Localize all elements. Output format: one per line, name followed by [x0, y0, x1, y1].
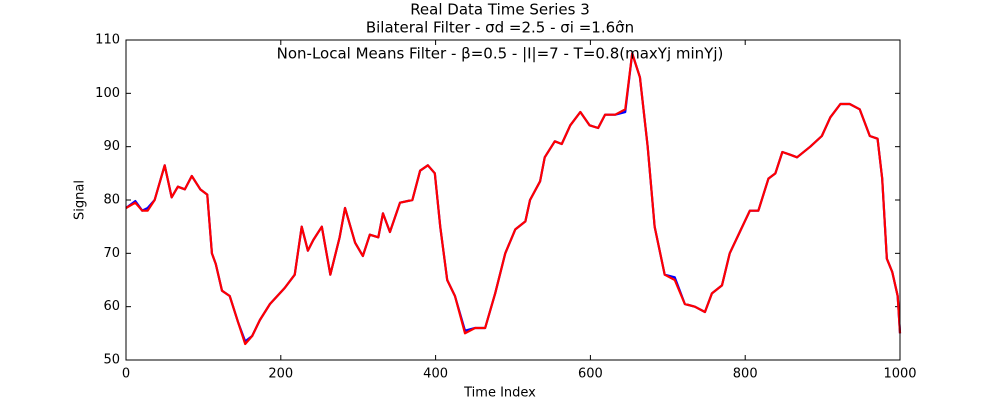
y-tick-label: 50	[103, 353, 120, 368]
y-tick-label: 100	[95, 86, 120, 101]
y-tick-label: 90	[103, 139, 120, 154]
x-tick-label: 400	[423, 367, 448, 382]
y-tick-label: 80	[103, 193, 120, 208]
x-tick-label: 0	[122, 367, 130, 382]
chart-title: Real Data Time Series 3	[410, 1, 590, 19]
y-tick-label: 110	[95, 33, 120, 48]
plot-frame	[125, 39, 901, 361]
y-tick-label: 70	[103, 246, 120, 261]
y-axis-label: Signal	[73, 180, 88, 220]
y-tick-label: 60	[103, 299, 120, 314]
chart-subtitle: Bilateral Filter - σd =2.5 - σi =1.6σ̂n	[366, 19, 634, 37]
x-tick-label: 200	[268, 367, 293, 382]
x-tick-label: 800	[733, 367, 758, 382]
x-axis-label: Time Index	[463, 386, 536, 400]
x-tick-label: 1000	[883, 367, 916, 382]
annotation: Non-Local Means Filter - β=0.5 - |I|=7 -…	[277, 45, 724, 63]
x-tick-label: 600	[578, 367, 603, 382]
series-line	[125, 52, 902, 346]
